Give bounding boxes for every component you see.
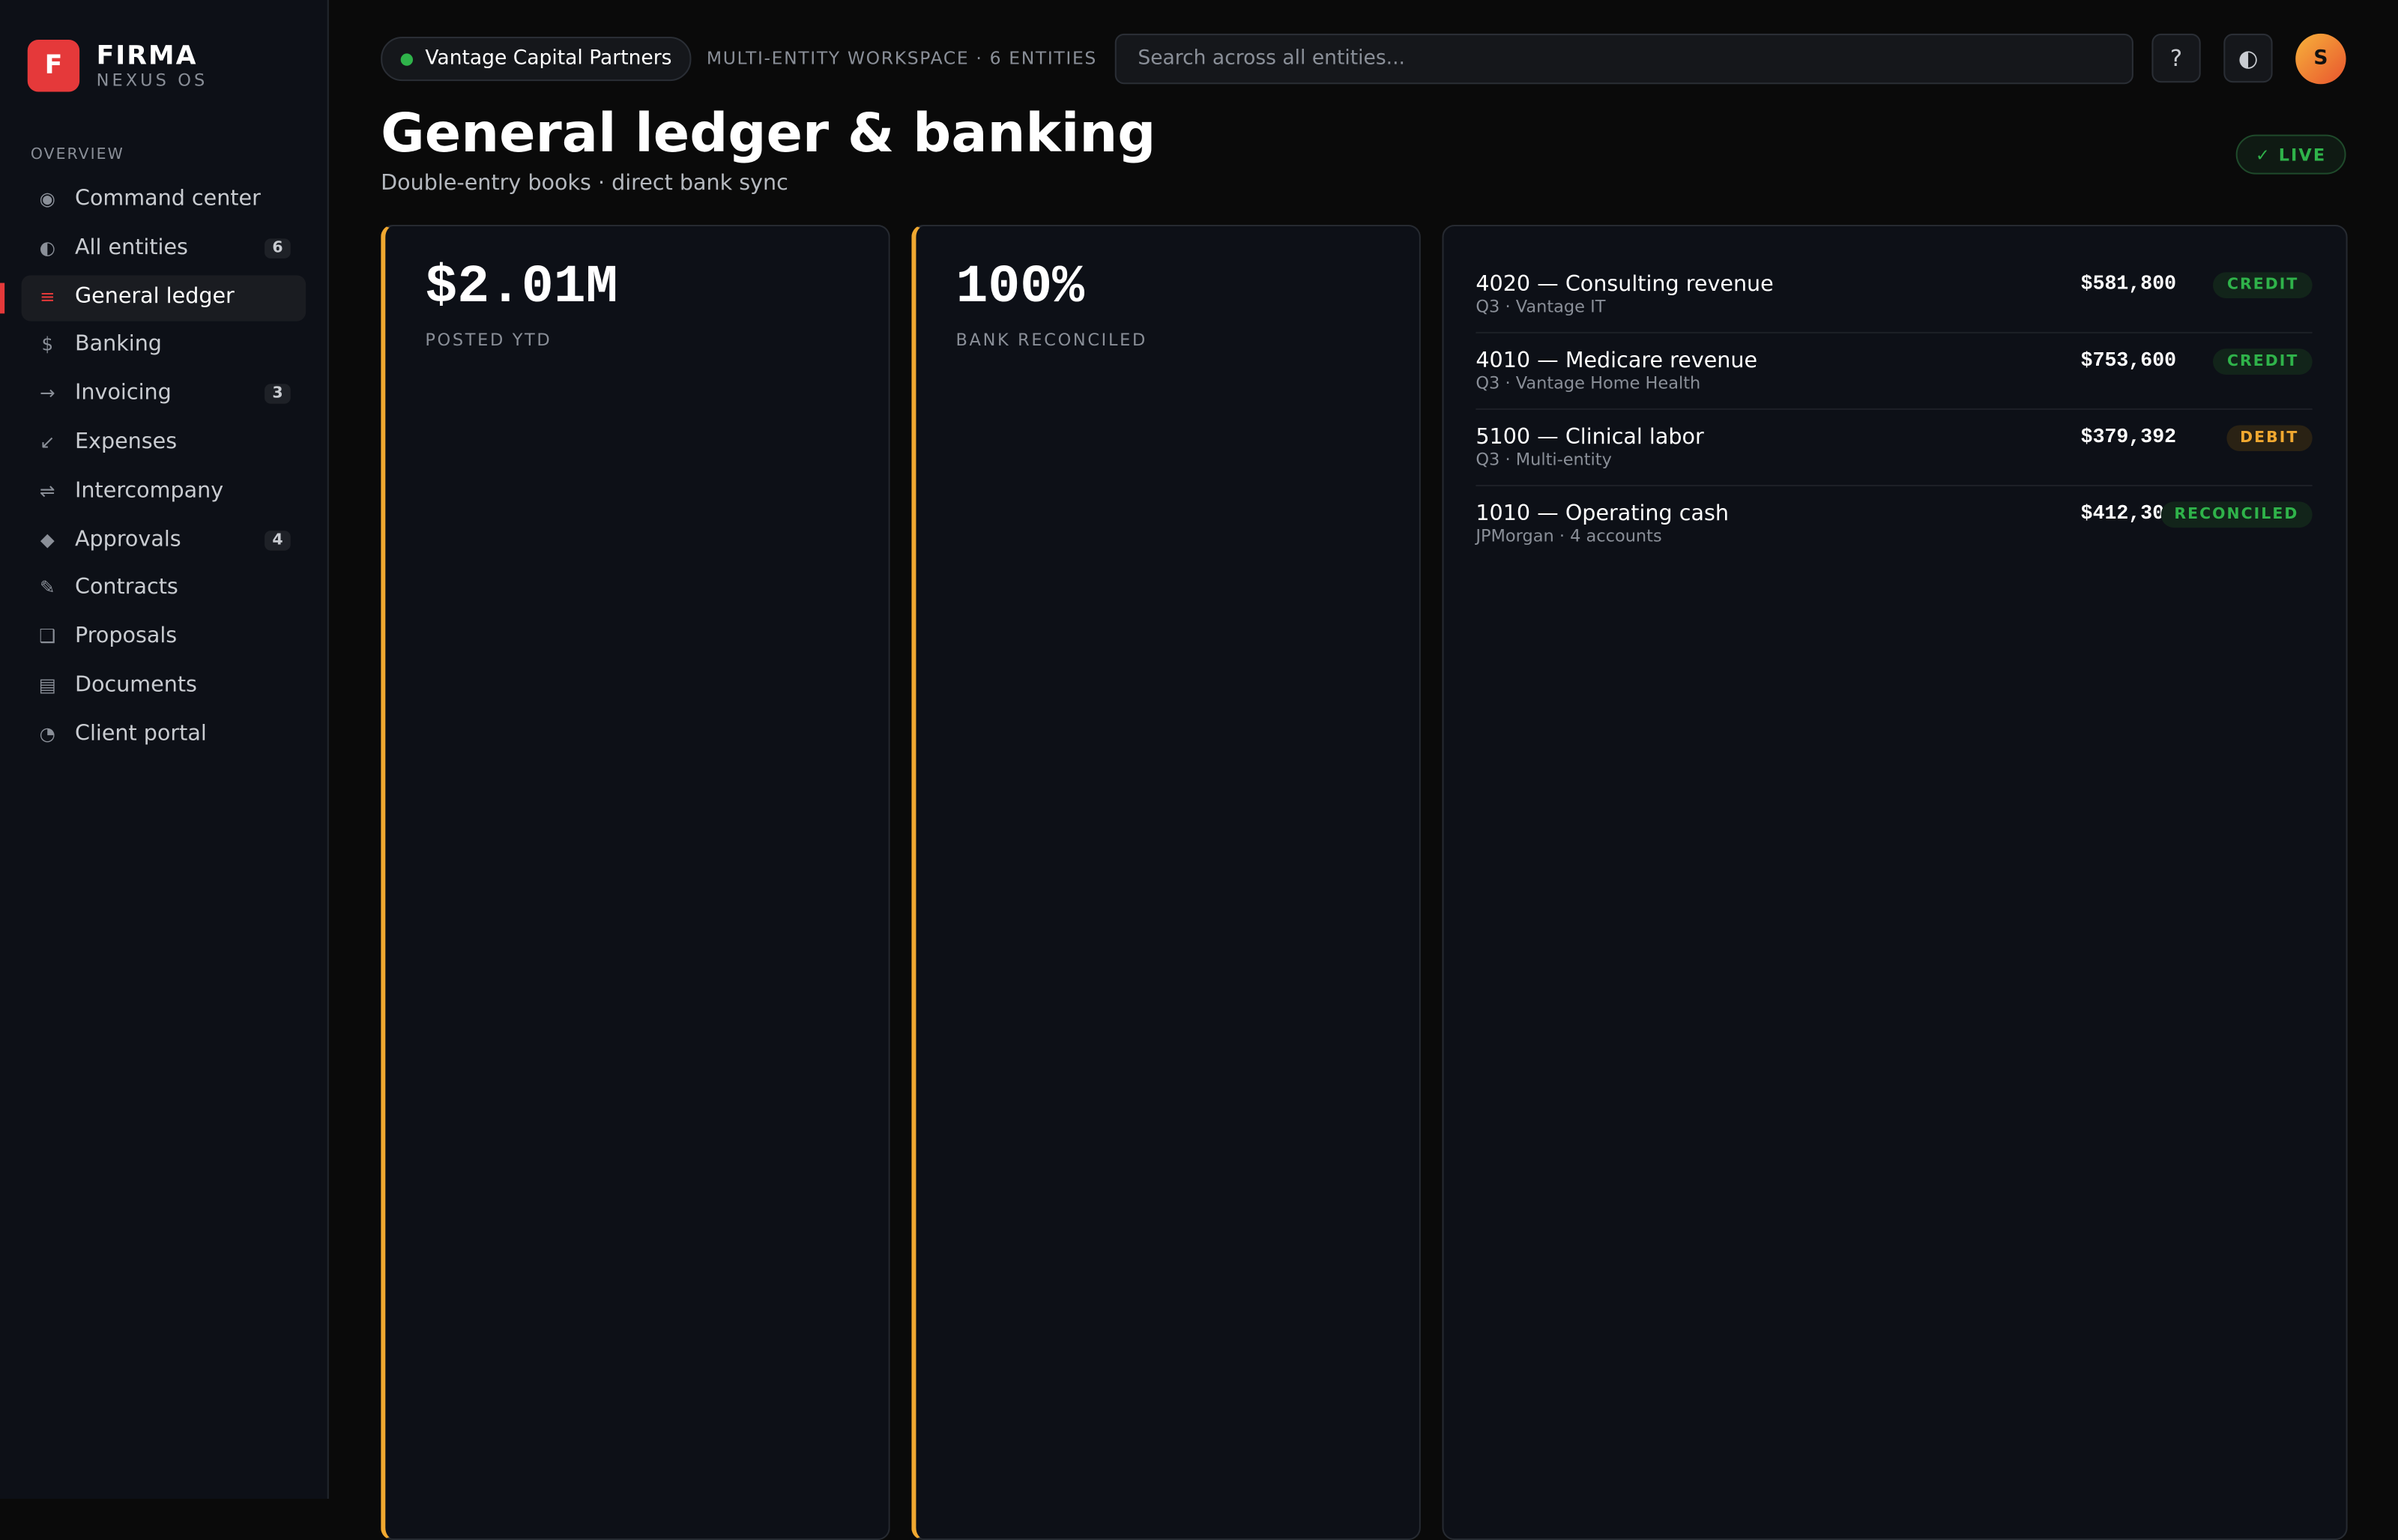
nav-item[interactable]: ✎ Contracts <box>22 567 306 612</box>
nav-item[interactable]: ◆ Approvals 4 <box>22 518 306 564</box>
amount: $753,600 <box>2080 348 2177 372</box>
brand-name: FIRMA <box>96 41 198 72</box>
stat-value: $2.01M <box>425 256 618 318</box>
ledger-row[interactable]: 4010 — Medicare revenue Q3 · Vantage Home… <box>1476 303 2313 393</box>
amount: $581,800 <box>2080 272 2177 295</box>
nav-label: Intercompany <box>74 478 224 504</box>
nav-item[interactable]: ◔ Client portal <box>22 713 306 758</box>
account-detail: Q3 · Vantage IT <box>1476 296 1606 317</box>
nav-item[interactable]: ≡ General ledger <box>21 274 306 321</box>
ledger-card <box>1442 224 2348 1540</box>
account-detail: JPMorgan · 4 accounts <box>1476 526 1662 546</box>
brand-tagline: NEXUS OS <box>96 70 208 91</box>
nav-item[interactable]: ◐ All entities 6 <box>22 226 306 272</box>
sidebar: F FIRMA NEXUS OS OVERVIEW ◉ Command cente… <box>0 0 329 1499</box>
page-title: General ledger & banking <box>381 103 1156 166</box>
nav-label: Proposals <box>74 624 178 649</box>
nav-icon: ≡ <box>39 285 55 307</box>
page: F FIRMA NEXUS OS OVERVIEW ◉ Command cente… <box>0 0 2348 1540</box>
nav-label: Invoicing <box>74 381 172 406</box>
nav-label: General ledger <box>74 283 235 309</box>
nav-label: Expenses <box>74 429 178 455</box>
stat-card: $2.01M POSTED YTD <box>381 224 890 1540</box>
nav-icon: ↙ <box>39 431 55 453</box>
nav-icon: ◐ <box>39 236 55 259</box>
nav-icon: $ <box>41 333 54 356</box>
nav-item[interactable]: ❑ Proposals <box>22 615 306 661</box>
nav-icon: ✎ <box>39 577 55 599</box>
nav-item[interactable]: ⇌ Intercompany <box>22 469 306 515</box>
app: F FIRMA NEXUS OS OVERVIEW ◉ Command cente… <box>0 0 2348 1540</box>
logo[interactable]: F <box>27 40 80 92</box>
account-detail: Q3 · Vantage Home Health <box>1476 372 1701 393</box>
help-button[interactable]: ? <box>2151 33 2201 83</box>
theme-toggle[interactable]: ◐ <box>2223 33 2273 83</box>
account-detail: Q3 · Multi-entity <box>1476 449 1612 470</box>
nav-icon: ▤ <box>38 674 56 696</box>
nav-label: Command center <box>74 186 261 211</box>
section-label: OVERVIEW <box>30 146 124 164</box>
ledger-row[interactable]: 5100 — Clinical labor Q3 · Multi-entity $3… <box>1476 379 2313 470</box>
amount: $379,392 <box>2080 425 2177 448</box>
amount: $412,300 <box>2080 501 2177 525</box>
nav-item[interactable]: $ Banking <box>22 323 306 369</box>
nav-icon: ◉ <box>39 188 55 210</box>
nav-label: All entities <box>74 235 188 260</box>
account-name: 4020 — Consulting revenue <box>1476 272 1774 297</box>
stat-card: 100% BANK RECONCILED <box>911 224 1421 1540</box>
nav-label: Client portal <box>74 721 207 746</box>
entry-tag: CREDIT <box>2213 272 2313 298</box>
workspace-context: MULTI-ENTITY WORKSPACE · 6 ENTITIES <box>706 47 1097 69</box>
status-badge: ✓ LIVE <box>2235 134 2346 175</box>
account-name: 5100 — Clinical labor <box>1476 425 1704 450</box>
search-input[interactable]: Search across all entities... <box>1114 33 2133 85</box>
stat-value: 100% <box>955 256 1084 318</box>
workspace-pill[interactable]: Vantage Capital Partners <box>381 36 692 82</box>
nav-item[interactable]: → Invoicing 3 <box>22 372 306 417</box>
ledger-row[interactable]: 4020 — Consulting revenue Q3 · Vantage IT… <box>1476 226 2313 316</box>
nav-icon: ❑ <box>39 626 56 647</box>
nav-label: Approvals <box>74 527 181 552</box>
page-subtitle: Double-entry books · direct bank sync <box>381 171 788 196</box>
active-indicator <box>0 282 5 313</box>
ledger-row[interactable]: 1010 — Operating cash JPMorgan · 4 accoun… <box>1476 456 2313 546</box>
nav-badge: 4 <box>265 530 291 550</box>
account-name: 1010 — Operating cash <box>1476 501 1729 527</box>
entry-tag: CREDIT <box>2213 348 2313 375</box>
nav-item[interactable]: ◉ Command center <box>22 178 306 223</box>
nav-icon: ◔ <box>39 722 55 745</box>
stat-label: BANK RECONCILED <box>955 330 1147 351</box>
nav-label: Documents <box>74 672 197 698</box>
stat-label: POSTED YTD <box>425 330 552 351</box>
row-divider <box>1476 408 2313 410</box>
nav-badge: 6 <box>265 238 291 259</box>
nav-icon: ⇌ <box>39 480 55 501</box>
nav-label: Banking <box>74 332 162 357</box>
avatar[interactable]: S <box>2295 33 2346 85</box>
nav-label: Contracts <box>74 576 178 600</box>
nav-icon: → <box>39 382 55 405</box>
account-name: 4010 — Medicare revenue <box>1476 348 1758 373</box>
entry-tag: DEBIT <box>2226 425 2313 452</box>
nav-item[interactable]: ▤ Documents <box>22 664 306 710</box>
nav-icon: ◆ <box>40 528 55 550</box>
nav-badge: 3 <box>265 384 291 405</box>
nav-item[interactable]: ↙ Expenses <box>22 420 306 466</box>
entry-tag: RECONCILED <box>2160 501 2313 528</box>
row-divider <box>1476 331 2313 333</box>
row-divider <box>1476 484 2313 486</box>
